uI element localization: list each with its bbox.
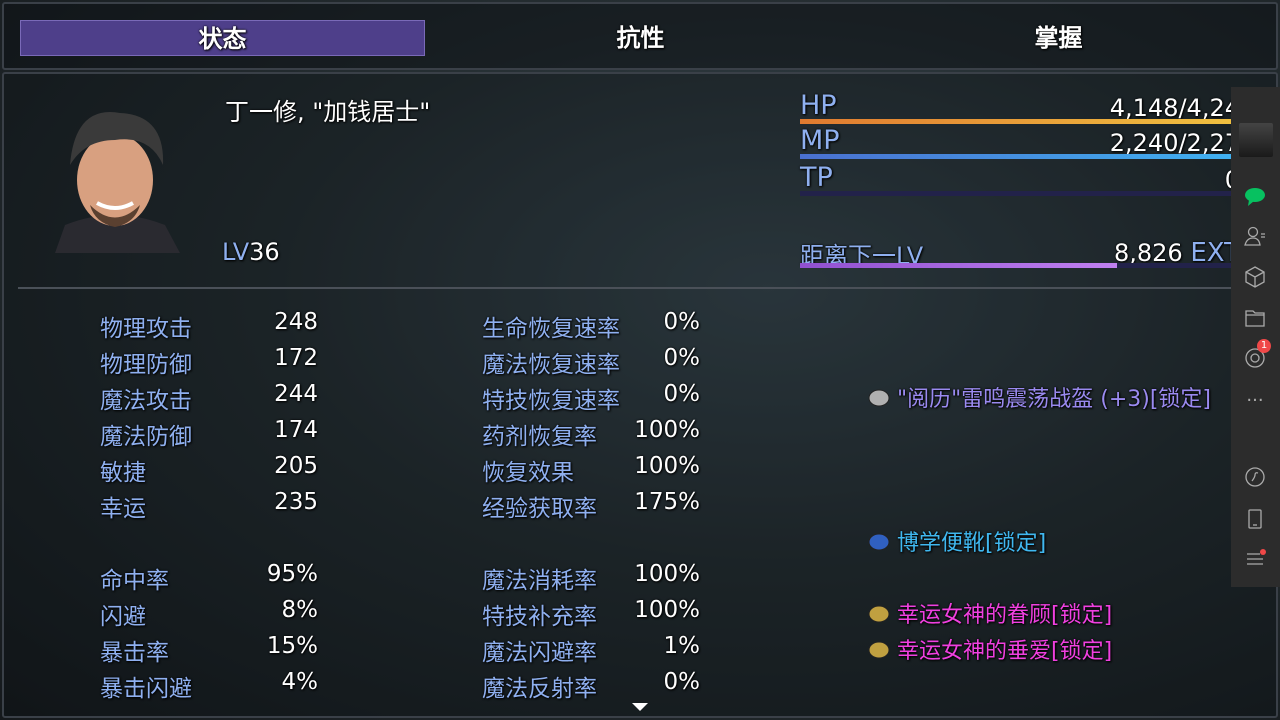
- exp-bar-fill: [800, 263, 1117, 268]
- stat-label: 物理防御: [100, 352, 192, 378]
- status-panel: [2, 72, 1278, 718]
- stat-label: 恢复效果: [482, 460, 574, 486]
- stat-value: 1%: [663, 633, 701, 659]
- tab-bar: 状态 抗性 掌握: [2, 2, 1278, 70]
- stat-value: 172: [274, 345, 318, 371]
- level-value: 36: [249, 238, 280, 266]
- amulet-icon: [865, 601, 893, 625]
- aperture-icon[interactable]: 1: [1243, 339, 1271, 370]
- mp-label: MP: [800, 125, 840, 156]
- stat-value: 248: [274, 309, 318, 335]
- stat-value: 205: [274, 453, 318, 479]
- mp-gauge: MP 2,240/2,27: [800, 125, 1240, 159]
- music-icon[interactable]: [1243, 465, 1267, 489]
- stat-label: 魔法闪避率: [482, 640, 597, 666]
- level-label: LV: [222, 238, 250, 266]
- mp-value: 2,240/2,27: [1109, 129, 1240, 157]
- character-level: LV36: [222, 238, 280, 266]
- stat-value: 95%: [266, 561, 318, 587]
- equipment-item[interactable]: 幸运女神的眷顾[锁定]: [865, 597, 1112, 629]
- hp-value: 4,148/4,24: [1109, 94, 1240, 122]
- stat-label: 物理攻击: [100, 316, 192, 342]
- tab-status[interactable]: 状态: [20, 20, 425, 56]
- stat-label: 特技恢复速率: [482, 388, 620, 414]
- hp-label: HP: [800, 90, 837, 121]
- folder-icon[interactable]: [1243, 306, 1267, 330]
- boots-icon: [865, 529, 893, 553]
- equipment-name: 博学便靴[锁定]: [897, 531, 1047, 556]
- stat-value: 235: [274, 489, 318, 515]
- ring-icon: [865, 637, 893, 661]
- stat-value: 100%: [634, 417, 700, 443]
- stat-value: 100%: [634, 597, 700, 623]
- stat-value: 100%: [634, 561, 700, 587]
- chat-icon[interactable]: [1243, 185, 1267, 209]
- stat-label: 暴击闪避: [100, 676, 192, 702]
- side-toolbar: 1 ···: [1231, 87, 1280, 587]
- stat-label: 经验获取率: [482, 496, 597, 522]
- more-icon[interactable]: ···: [1246, 390, 1264, 411]
- stat-label: 药剂恢复率: [482, 424, 597, 450]
- stat-value: 4%: [281, 669, 319, 695]
- stat-value: 175%: [634, 489, 700, 515]
- stat-label: 闪避: [100, 604, 146, 630]
- stat-value: 8%: [281, 597, 319, 623]
- stat-value: 174: [274, 417, 318, 443]
- stat-label: 敏捷: [100, 460, 146, 486]
- section-divider: [18, 287, 1258, 289]
- exp-gauge: 距离下一LV 8,826 EXT: [800, 234, 1240, 270]
- exp-value: 8,826: [1113, 239, 1183, 267]
- character-portrait: [45, 105, 185, 253]
- stat-label: 暴击率: [100, 640, 169, 666]
- contacts-icon[interactable]: [1243, 224, 1267, 248]
- stat-value: 0%: [663, 381, 701, 407]
- equipment-name: 幸运女神的垂爱[锁定]: [897, 639, 1113, 664]
- menu-icon[interactable]: [1243, 547, 1267, 571]
- stat-value: 244: [274, 381, 318, 407]
- stat-label: 魔法反射率: [482, 676, 597, 702]
- scroll-down-arrow-icon[interactable]: [632, 703, 648, 711]
- stat-label: 幸运: [100, 496, 146, 522]
- stat-value: 100%: [634, 453, 700, 479]
- cube-icon[interactable]: [1243, 265, 1267, 289]
- equipment-item[interactable]: "阅历"雷鸣震荡战盔 (+3)[锁定]: [865, 381, 1211, 413]
- tp-label: TP: [800, 162, 833, 193]
- stat-label: 魔法攻击: [100, 388, 192, 414]
- equipment-name: "阅历"雷鸣震荡战盔 (+3)[锁定]: [897, 387, 1211, 412]
- hp-bar-fill: [800, 119, 1232, 124]
- stat-value: 0%: [663, 669, 701, 695]
- stat-label: 特技补充率: [482, 604, 597, 630]
- hp-gauge: HP 4,148/4,24: [800, 90, 1240, 124]
- stat-value: 15%: [266, 633, 318, 659]
- avatar[interactable]: [1239, 123, 1273, 157]
- equipment-item[interactable]: 幸运女神的垂爱[锁定]: [865, 633, 1112, 665]
- helmet-icon: [865, 385, 893, 409]
- tab-resistance[interactable]: 抗性: [616, 24, 665, 52]
- stat-value: 0%: [663, 309, 701, 335]
- phone-icon[interactable]: [1243, 507, 1267, 531]
- stat-label: 魔法消耗率: [482, 568, 597, 594]
- stat-label: 魔法防御: [100, 424, 192, 450]
- tab-mastery[interactable]: 掌握: [1034, 24, 1083, 52]
- stat-label: 生命恢复速率: [482, 316, 620, 342]
- stat-value: 0%: [663, 345, 701, 371]
- stat-label: 魔法恢复速率: [482, 352, 620, 378]
- character-name: 丁一修, "加钱居士": [225, 98, 431, 126]
- tp-gauge: TP 0: [800, 162, 1240, 196]
- mp-bar-fill: [800, 154, 1232, 159]
- equipment-name: 幸运女神的眷顾[锁定]: [897, 603, 1113, 628]
- stat-label: 命中率: [100, 568, 169, 594]
- notification-badge: 1: [1257, 339, 1271, 353]
- equipment-item[interactable]: 博学便靴[锁定]: [865, 525, 1046, 557]
